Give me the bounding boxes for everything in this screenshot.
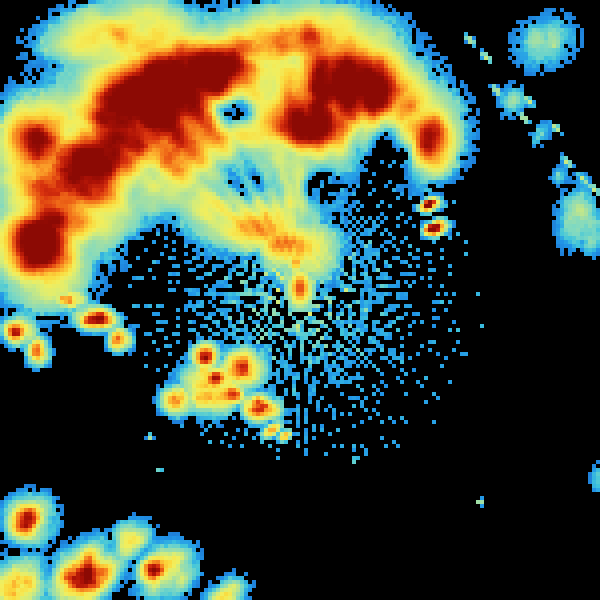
radar-reflectivity-canvas[interactable] (0, 0, 600, 600)
radar-reflectivity-image[interactable] (0, 0, 600, 600)
